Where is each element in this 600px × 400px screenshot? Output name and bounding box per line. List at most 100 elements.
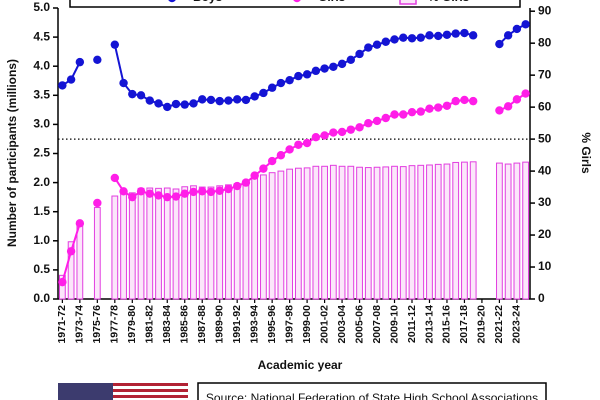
point <box>468 96 478 106</box>
point <box>171 99 181 109</box>
point <box>250 171 259 180</box>
x-tick-label: 1989-90 <box>213 305 225 344</box>
point <box>75 57 85 67</box>
bar <box>399 166 407 300</box>
x-axis-label: Academic year <box>258 358 343 372</box>
x-tick-label: 1977-78 <box>109 305 121 344</box>
point <box>425 104 434 113</box>
bar <box>67 241 75 300</box>
x-tick-label: 2011-12 <box>406 305 418 343</box>
x-tick-label: 2021-22 <box>493 305 505 344</box>
point <box>285 145 294 154</box>
point <box>276 78 286 88</box>
point <box>503 31 513 40</box>
bar <box>120 192 127 300</box>
bar <box>373 166 381 300</box>
point <box>372 116 382 126</box>
point <box>180 100 189 109</box>
point <box>451 96 460 106</box>
point <box>136 91 146 100</box>
point <box>189 99 198 108</box>
point <box>93 55 102 64</box>
bar <box>496 162 503 300</box>
point <box>171 192 181 201</box>
point <box>224 96 233 105</box>
bar <box>312 165 320 300</box>
y-tick-label: 2.5 <box>33 146 50 160</box>
point <box>267 156 277 166</box>
point <box>198 95 207 104</box>
x-tick-label: 2001-02 <box>318 305 330 344</box>
bar <box>93 207 101 300</box>
y-tick-label: 3.0 <box>33 117 50 131</box>
bar <box>268 172 276 300</box>
point <box>451 29 460 38</box>
point <box>442 101 452 110</box>
bar <box>303 167 311 300</box>
point <box>381 113 390 123</box>
point <box>311 133 321 142</box>
bar <box>426 164 433 300</box>
point <box>75 219 85 228</box>
flag <box>58 383 188 400</box>
bar <box>338 165 346 300</box>
point <box>364 43 373 52</box>
x-tick-label: 1991-92 <box>231 305 243 344</box>
bar <box>198 186 206 300</box>
point <box>512 24 522 34</box>
point <box>407 34 417 43</box>
point <box>399 110 408 119</box>
bar <box>277 170 285 300</box>
x-tick-label: 2007-08 <box>371 305 383 344</box>
point <box>276 151 286 160</box>
point <box>346 55 356 64</box>
bar <box>522 161 530 300</box>
point <box>346 125 356 134</box>
point <box>294 71 303 81</box>
x-tick-label: 2009-10 <box>388 305 400 344</box>
point <box>512 95 522 104</box>
y-axis-label: Number of participants (millions) <box>5 59 19 247</box>
point <box>285 75 294 85</box>
legend-box <box>69 0 521 8</box>
point <box>521 89 530 98</box>
y2-tick-label: 60 <box>538 99 552 113</box>
x-tick-label: 1987-88 <box>196 305 208 344</box>
point <box>355 123 364 132</box>
point <box>364 119 373 128</box>
point <box>154 191 163 200</box>
point <box>241 95 251 105</box>
bar <box>294 167 302 300</box>
bar <box>364 167 372 300</box>
point <box>495 106 504 115</box>
point <box>128 89 137 99</box>
y2-tick-label: 90 <box>538 3 552 17</box>
y2-tick-label: 80 <box>538 35 552 49</box>
point <box>267 83 277 92</box>
point <box>390 110 399 119</box>
point <box>434 103 443 112</box>
bar <box>155 187 162 300</box>
point <box>302 70 312 79</box>
point <box>329 128 338 137</box>
y2-tick-label: 50 <box>538 131 552 145</box>
point <box>58 277 67 287</box>
point <box>442 30 452 39</box>
point <box>521 20 530 29</box>
point <box>250 92 259 101</box>
point <box>355 49 364 59</box>
bar <box>251 177 259 300</box>
point <box>259 88 268 98</box>
y-tick-label: 5.0 <box>33 0 50 14</box>
point <box>241 178 251 187</box>
bar <box>225 184 232 300</box>
point <box>224 184 233 194</box>
x-tick-label: 1997-98 <box>283 305 295 344</box>
bar <box>242 180 250 300</box>
point <box>206 95 216 105</box>
point <box>145 189 154 198</box>
bar <box>111 195 119 300</box>
point <box>206 187 216 197</box>
point <box>189 187 198 197</box>
point <box>460 28 469 38</box>
